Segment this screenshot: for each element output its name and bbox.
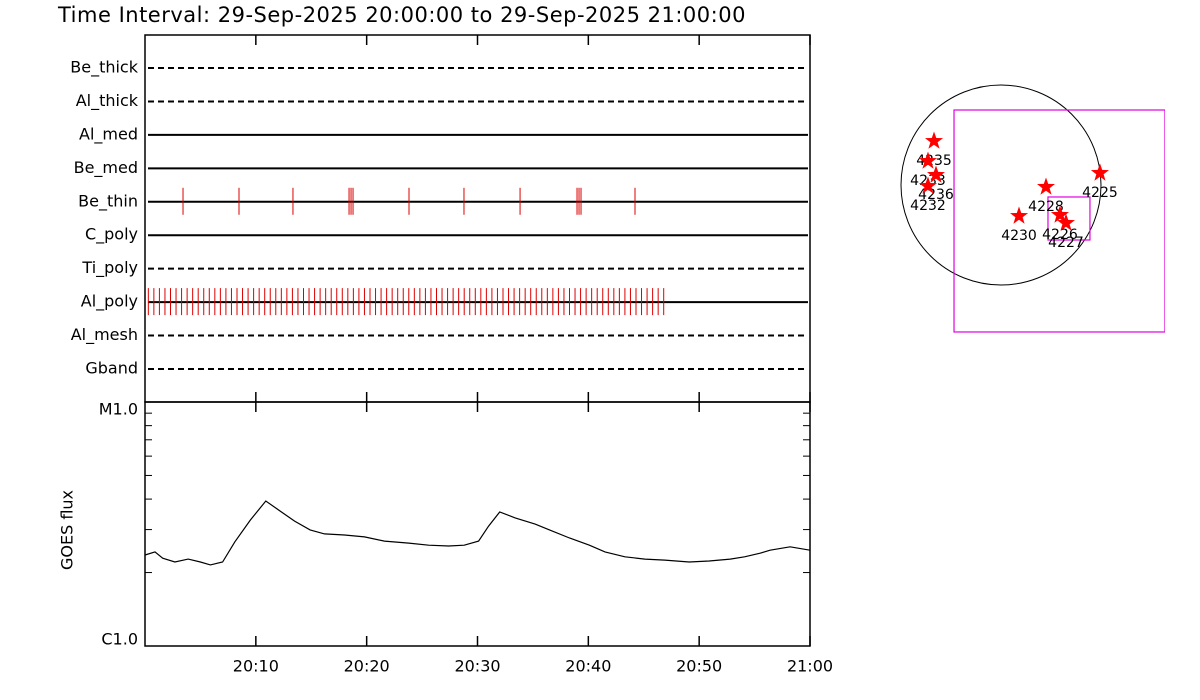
fov-box: [1047, 196, 1091, 241]
filter-label: Al_thick: [76, 91, 139, 111]
region-label: 4232: [910, 198, 946, 214]
filter-label: Al_med: [79, 124, 138, 144]
goes-curve: [144, 500, 811, 566]
region-star: [1050, 205, 1069, 223]
region-star: [1037, 177, 1055, 195]
region-label: 4228: [1028, 199, 1064, 215]
x-tick-label: 20:40: [565, 657, 611, 676]
filter-label: Gband: [85, 359, 138, 378]
region-star: [1010, 206, 1029, 224]
x-tick-label: 20:50: [676, 657, 722, 676]
region-star: [1090, 163, 1109, 181]
filter-label: Al_poly: [81, 292, 138, 312]
timeline-frame: [144, 34, 811, 403]
filter-label: Ti_poly: [81, 258, 138, 278]
region-label: 4230: [1001, 228, 1037, 244]
filter-label: Al_mesh: [71, 325, 138, 345]
region-star: [925, 131, 944, 149]
filter-label: Be_thick: [70, 58, 138, 78]
y-tick-label: M1.0: [99, 400, 138, 419]
region-label: 4235: [916, 153, 952, 169]
filter-label: Be_med: [74, 158, 138, 178]
region-label: 4236: [918, 187, 954, 203]
fov-box: [953, 109, 1165, 333]
x-tick-label: 21:00: [787, 657, 833, 676]
goes-frame: [144, 401, 811, 647]
region-label: 4227: [1048, 235, 1084, 251]
solar-limb: [900, 84, 1102, 286]
title: Time Interval: 29-Sep-2025 20:00:00 to 2…: [57, 3, 746, 27]
y-tick-label: C1.0: [101, 630, 138, 649]
map: 423542334236423242254228423042264227: [900, 84, 1165, 333]
region-star: [918, 151, 937, 169]
region-star: [927, 165, 945, 183]
filter-label: C_poly: [85, 225, 138, 245]
region-label: 4226: [1042, 227, 1078, 243]
filter-label: Be_thin: [78, 191, 138, 211]
region-star: [918, 176, 937, 194]
y-axis-label: GOES flux: [58, 490, 77, 570]
x-tick-label: 20:30: [454, 657, 500, 676]
x-tick-label: 20:10: [233, 657, 279, 676]
x-tick-label: 20:20: [344, 657, 390, 676]
region-star: [1057, 213, 1075, 231]
region-label: 4225: [1082, 185, 1118, 201]
